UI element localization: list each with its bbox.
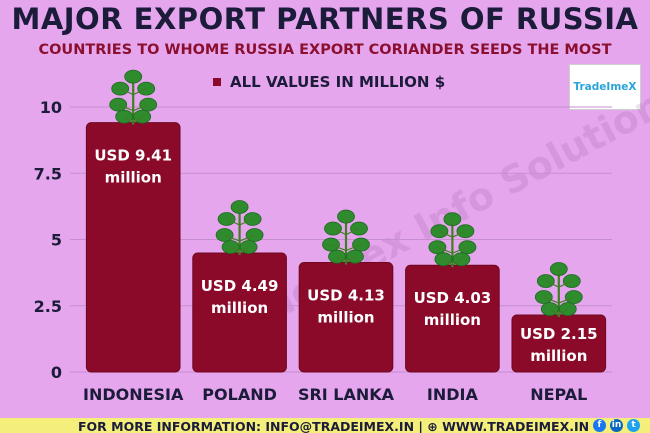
coriander-leaf-icon xyxy=(215,200,264,256)
coriander-leaf-icon xyxy=(322,209,370,265)
coriander-leaf-icon xyxy=(109,69,158,125)
y-tick-label: 2.5 xyxy=(34,297,62,316)
footer: FOR MORE INFORMATION: INFO@TRADEIMEX.IN … xyxy=(0,418,650,433)
bar-chart: 0 2.5 5 7.5 10 USD 9.41 million USD 4.49 millio… xyxy=(34,69,612,404)
facebook-icon[interactable]: f xyxy=(593,419,606,432)
data-label: USD 4.49 million xyxy=(201,277,279,317)
bars xyxy=(85,69,607,373)
chart-title: MAJOR EXPORT PARTNERS OF RUSSIA xyxy=(11,2,639,36)
data-label: USD 4.13 million xyxy=(307,287,385,327)
y-axis-ticks: 0 2.5 5 7.5 10 xyxy=(34,98,62,382)
coriander-leaf-icon xyxy=(534,262,583,318)
linkedin-icon[interactable]: in xyxy=(610,419,623,432)
category-label: SRI LANKA xyxy=(298,385,395,404)
y-tick-label: 7.5 xyxy=(34,164,62,183)
legend-swatch xyxy=(213,78,221,86)
y-tick-label: 0 xyxy=(51,363,62,382)
category-label: NEPAL xyxy=(530,385,587,404)
tradeimex-logo: TradeImeX xyxy=(569,64,641,110)
category-label: INDONESIA xyxy=(83,385,184,404)
data-label: USD 2.15 million xyxy=(520,325,598,365)
data-labels: USD 9.41 million USD 4.49 million USD 4.13 mi… xyxy=(94,147,597,365)
category-labels: INDONESIA POLAND SRI LANKA INDIA NEPAL xyxy=(83,385,587,404)
category-label: POLAND xyxy=(202,385,277,404)
data-label: USD 9.41 million xyxy=(94,147,172,187)
twitter-icon[interactable]: t xyxy=(627,419,640,432)
chart-subtitle: COUNTRIES TO WHOME RUSSIA EXPORT CORIAND… xyxy=(38,42,612,58)
category-label: INDIA xyxy=(427,385,479,404)
data-label: USD 4.03 million xyxy=(414,289,492,329)
y-tick-label: 10 xyxy=(40,98,62,117)
footer-contact-text[interactable]: FOR MORE INFORMATION: INFO@TRADEIMEX.IN … xyxy=(78,419,590,433)
legend-label: ALL VALUES IN MILLION $ xyxy=(230,73,446,91)
coriander-leaf-icon xyxy=(428,212,477,268)
y-tick-label: 5 xyxy=(51,231,62,250)
legend: ALL VALUES IN MILLION $ xyxy=(213,73,445,91)
